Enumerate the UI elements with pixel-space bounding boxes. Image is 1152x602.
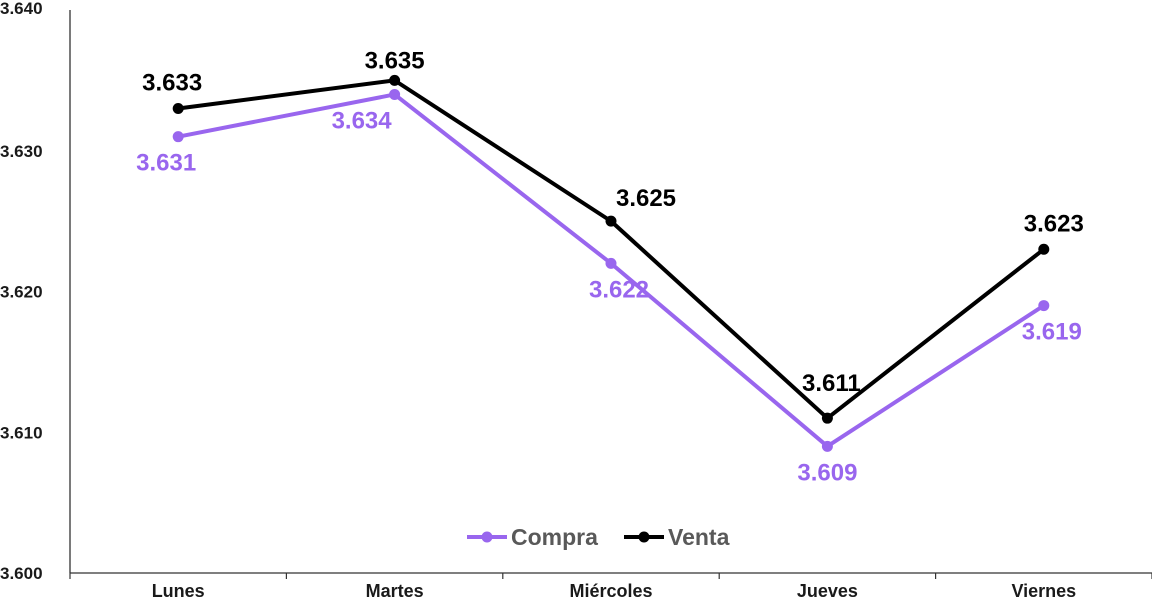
series-line-compra <box>176 92 1046 449</box>
x-tick-label: Viernes <box>1011 581 1076 601</box>
data-label-compra: 3.609 <box>797 459 857 486</box>
series-line-venta <box>176 78 1046 421</box>
x-tick-label: Jueves <box>797 581 858 601</box>
data-point-compra <box>605 257 617 269</box>
y-tick-label: 3.640 <box>0 0 43 18</box>
data-label-compra: 3.619 <box>1022 319 1082 346</box>
series-layer <box>172 74 1050 452</box>
data-point-compra <box>1038 300 1050 312</box>
y-tick-label: 3.610 <box>0 423 43 442</box>
data-label-compra: 3.631 <box>136 150 196 177</box>
data-label-compra: 3.634 <box>332 107 393 134</box>
x-tick-label: Martes <box>366 581 424 601</box>
x-tick-label: Lunes <box>152 581 205 601</box>
x-axis: Lunes Martes Miércoles Jueves Viernes <box>69 572 1152 601</box>
data-point-venta <box>1038 243 1050 255</box>
x-tick-label: Miércoles <box>569 581 652 601</box>
y-tick-label: 3.600 <box>0 564 43 583</box>
data-point-venta <box>821 412 833 424</box>
y-tick-label: 3.620 <box>0 283 43 302</box>
data-point-compra <box>172 131 184 143</box>
data-label-venta: 3.635 <box>365 47 425 74</box>
data-point-venta <box>605 215 617 227</box>
legend-label-venta: Venta <box>668 524 730 550</box>
legend-marker-venta <box>638 531 650 543</box>
data-labels: 3.631 3.634 3.622 3.609 3.619 3.633 3.635 3.625… <box>136 47 1084 486</box>
data-point-compra <box>389 88 401 100</box>
data-label-venta: 3.633 <box>142 70 202 97</box>
legend: Compra Venta <box>467 524 730 550</box>
y-tick-label: 3.630 <box>0 142 43 161</box>
data-label-venta: 3.611 <box>802 370 861 397</box>
data-point-compra <box>821 440 833 452</box>
legend-label-compra: Compra <box>511 524 598 550</box>
legend-marker-compra <box>481 531 493 543</box>
data-point-venta <box>172 103 184 115</box>
data-label-venta: 3.625 <box>616 185 676 212</box>
data-point-venta <box>389 74 401 86</box>
data-label-compra: 3.622 <box>589 276 649 303</box>
y-axis: 3.600 3.610 3.620 3.630 3.640 <box>0 0 71 583</box>
data-label-venta: 3.623 <box>1024 210 1084 237</box>
